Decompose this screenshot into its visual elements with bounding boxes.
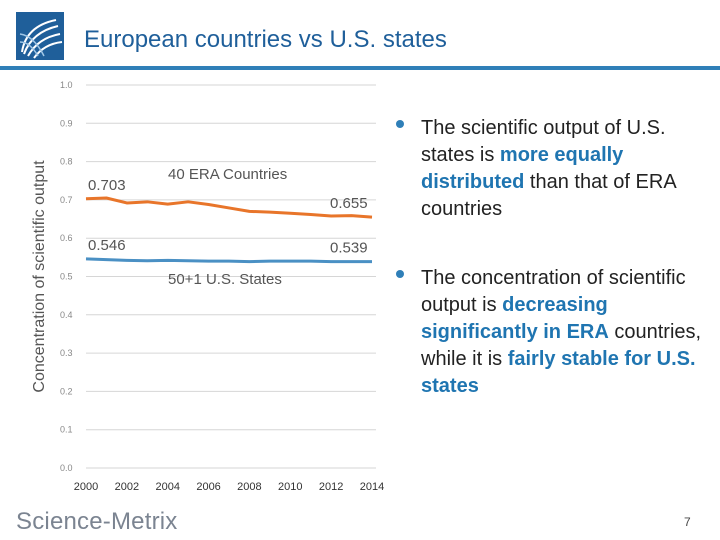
bullet-list: The scientific output of U.S. states is … bbox=[395, 115, 715, 442]
data-label-start: 0.546 bbox=[88, 237, 126, 254]
series-name-label: 40 ERA Countries bbox=[168, 166, 287, 183]
y-tick-label: 0.5 bbox=[60, 272, 73, 282]
y-tick-label: 0.0 bbox=[60, 463, 73, 473]
page-title: European countries vs U.S. states bbox=[84, 26, 447, 53]
page-number: 7 bbox=[684, 515, 691, 529]
bullet-dot-icon bbox=[396, 120, 404, 128]
footer-brand: Science-Metrix bbox=[16, 508, 178, 535]
series-name-label: 50+1 U.S. States bbox=[168, 271, 282, 288]
y-tick-label: 0.9 bbox=[60, 118, 73, 128]
x-tick-label: 2014 bbox=[360, 481, 384, 493]
y-tick-label: 0.8 bbox=[60, 157, 73, 167]
bullet-item: The concentration of scientific output i… bbox=[395, 265, 715, 400]
x-tick-label: 2010 bbox=[278, 481, 302, 493]
highlighted-text: fairly stable for U.S. states bbox=[421, 348, 696, 397]
bullet-text: countries, while it is bbox=[421, 321, 702, 370]
x-tick-label: 2002 bbox=[115, 481, 139, 493]
x-tick-label: 2008 bbox=[237, 481, 261, 493]
y-tick-label: 0.4 bbox=[60, 310, 73, 320]
science-metrix-logo-icon bbox=[16, 12, 64, 60]
line-chart: 0.0 0.1 0.2 0.3 0.4 0.5 0.6 0.7 0.8 0.9 1.0 2000 200… bbox=[31, 80, 384, 493]
data-label-end: 0.539 bbox=[330, 240, 368, 257]
y-tick-label: 0.3 bbox=[60, 348, 73, 358]
bullet-text: The concentration of scientific output i… bbox=[421, 267, 686, 316]
y-tick-label: 0.6 bbox=[60, 233, 73, 243]
data-label-end: 0.655 bbox=[330, 195, 368, 212]
y-tick-label: 1.0 bbox=[60, 80, 73, 90]
y-tick-label: 0.1 bbox=[60, 425, 73, 435]
data-label-start: 0.703 bbox=[88, 177, 126, 194]
x-tick-label: 2004 bbox=[155, 481, 179, 493]
y-tick-label: 0.2 bbox=[60, 386, 73, 396]
bullet-item: The scientific output of U.S. states is … bbox=[395, 115, 715, 223]
x-tick-label: 2006 bbox=[196, 481, 220, 493]
bullet-dot-icon bbox=[396, 270, 404, 278]
bullet-text: The scientific output of U.S. states is bbox=[421, 117, 666, 166]
title-divider bbox=[0, 66, 720, 70]
y-tick-label: 0.7 bbox=[60, 195, 73, 205]
highlighted-text: decreasing significantly in ERA bbox=[421, 294, 609, 343]
y-axis-label: Concentration of scientific output bbox=[31, 160, 48, 393]
bullet-text: than that of ERA countries bbox=[421, 171, 676, 220]
highlighted-text: more equally distributed bbox=[421, 144, 624, 193]
x-tick-label: 2012 bbox=[319, 481, 343, 493]
x-tick-label: 2000 bbox=[74, 481, 98, 493]
